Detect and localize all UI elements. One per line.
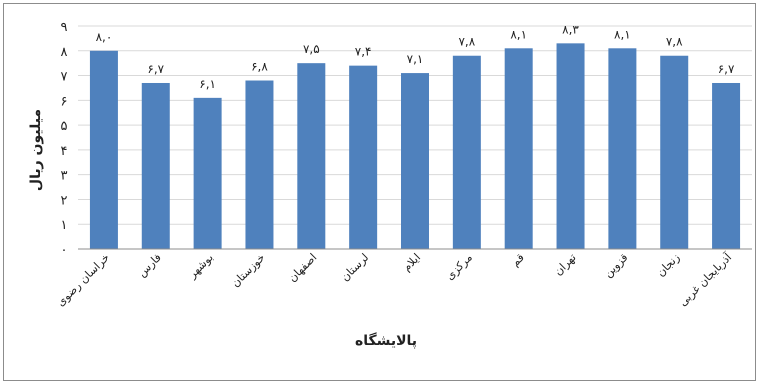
x-tick-label: تهران	[552, 251, 579, 278]
data-label: ۶,۷	[718, 62, 735, 76]
x-tick-label: بوشهر	[185, 251, 215, 281]
x-tick-label: ایلام	[400, 251, 423, 274]
data-label: ۶,۱	[199, 77, 216, 91]
x-tick-label: فارس	[135, 251, 164, 280]
bar	[452, 55, 481, 249]
bar	[297, 63, 326, 249]
y-tick-label: ۷	[61, 70, 68, 85]
x-tick-label: قزوین	[601, 251, 630, 280]
x-tick-label: لرستان	[338, 251, 371, 284]
data-label: ۸,۰	[96, 30, 113, 44]
data-label: ۸,۱	[510, 27, 527, 41]
y-tick-label: ۹	[61, 20, 68, 35]
bar	[193, 97, 222, 249]
data-label: ۷,۸	[458, 35, 475, 49]
data-label: ۷,۸	[666, 35, 683, 49]
y-tick-label: ۲	[61, 193, 68, 208]
bar	[556, 43, 585, 249]
x-tick-label: زنجان	[654, 251, 682, 279]
x-tick-label: قم	[509, 251, 527, 269]
data-label: ۷,۴	[355, 45, 372, 59]
data-label: ۷,۵	[303, 42, 320, 56]
y-tick-label: ۱	[61, 218, 68, 233]
y-tick-label: ۵	[61, 119, 68, 134]
y-tick-label: ۸	[61, 45, 68, 60]
bars	[89, 43, 741, 250]
x-axis-label: پالایشگاه	[355, 332, 417, 349]
y-tick-label: ۶	[61, 94, 68, 109]
x-tick-label: اصفهان	[286, 251, 320, 285]
y-tick-label: ۳	[61, 169, 68, 184]
bar	[245, 80, 274, 249]
bar	[141, 82, 170, 249]
bar	[89, 50, 118, 250]
data-label: ۸,۳	[562, 22, 579, 36]
x-tick-label: خراسان رضوی	[54, 251, 112, 309]
y-axis-label: میلیون ریال	[28, 109, 44, 191]
bar	[504, 48, 533, 249]
y-tick-labels: ۰ ۱ ۲ ۳ ۴ ۵ ۶ ۷ ۸ ۹	[61, 20, 68, 258]
data-label: ۶,۸	[251, 60, 268, 74]
bar	[660, 55, 689, 249]
x-tick-label: مرکزی	[443, 251, 475, 283]
data-label: ۷,۱	[407, 52, 424, 66]
bar	[712, 82, 741, 249]
x-tick-label: خوزستان	[229, 251, 268, 290]
bar	[608, 48, 637, 249]
data-labels: ۸,۰ ۶,۷ ۶,۱ ۶,۸ ۷,۵ ۷,۴ ۷,۱ ۷,۸ ۸,۱ ۸,۳ ۸,۱ ۷,۸ ۶,۷	[96, 22, 735, 91]
y-tick-label: ۰	[61, 243, 68, 258]
x-tick-labels: خراسان رضوی فارس بوشهر خوزستان اصفهان لرستان ا…	[54, 250, 735, 309]
bar	[349, 65, 378, 250]
data-label: ۸,۱	[614, 27, 631, 41]
y-tick-label: ۴	[61, 144, 68, 159]
bar	[401, 73, 429, 249]
data-label: ۶,۷	[147, 62, 164, 76]
x-tick-label: آذربایجان غربی	[676, 250, 735, 309]
